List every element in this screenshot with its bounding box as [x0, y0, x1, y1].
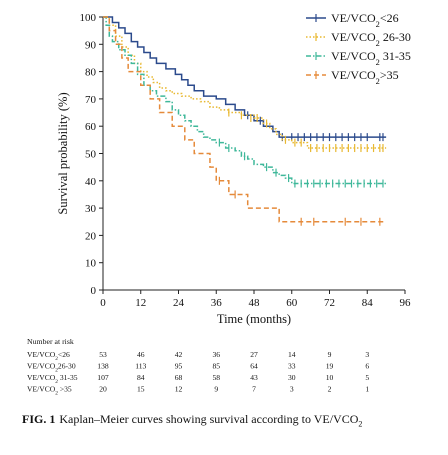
- risk-count: 43: [250, 373, 258, 382]
- risk-count: 36: [212, 350, 220, 359]
- risk-count: 9: [328, 350, 332, 359]
- risk-count: 42: [175, 350, 183, 359]
- y-tick-label: 80: [85, 67, 97, 79]
- y-tick-label: 100: [80, 12, 97, 24]
- survival-curve-4: [103, 16, 387, 223]
- risk-count: 33: [288, 362, 296, 371]
- risk-row-label: VE/VCO2 31-35: [27, 373, 78, 385]
- series-layer: [103, 16, 387, 226]
- x-tick-label: 12: [135, 297, 146, 309]
- legend-entry-2: VE/VCO2 26-30: [331, 30, 411, 48]
- risk-row-label: VE/VCO226-30: [27, 362, 76, 374]
- legend-entry-4: VE/VCO2>35: [331, 68, 399, 86]
- risk-count: 84: [137, 373, 145, 382]
- y-tick-label: 90: [85, 39, 97, 51]
- risk-count: 30: [288, 373, 296, 382]
- y-tick-label: 60: [85, 121, 97, 133]
- x-tick-label: 0: [100, 297, 106, 309]
- x-tick-label: 96: [400, 297, 412, 309]
- risk-count: 2: [328, 385, 332, 394]
- risk-table-title: Number at risk: [27, 337, 74, 346]
- figure-caption: FIG. 1 Kaplan–Meier curves showing surviv…: [22, 412, 426, 431]
- risk-count: 138: [97, 362, 109, 371]
- survival-curve-3: [103, 16, 387, 185]
- risk-count: 5: [365, 373, 369, 382]
- risk-count: 95: [175, 362, 183, 371]
- caption-text: Kaplan–Meier curves showing survival acc…: [59, 412, 359, 426]
- y-tick-label: 10: [85, 258, 97, 270]
- risk-count: 9: [214, 385, 218, 394]
- y-tick-label: 50: [85, 149, 97, 161]
- y-tick-label: 40: [85, 176, 97, 188]
- x-axis-title: Time (months): [217, 312, 291, 326]
- y-tick-label: 70: [85, 94, 97, 106]
- risk-count: 1: [365, 385, 369, 394]
- x-tick-label: 24: [173, 297, 185, 309]
- caption-subscript: 2: [358, 419, 363, 429]
- y-axis-title: Survival probability (%): [56, 92, 70, 214]
- risk-count: 85: [212, 362, 220, 371]
- y-tick-label: 30: [85, 203, 97, 215]
- risk-count: 3: [365, 350, 369, 359]
- risk-count: 46: [137, 350, 145, 359]
- risk-row-label: VE/VCO2<26: [27, 350, 70, 362]
- risk-count: 53: [99, 350, 107, 359]
- risk-count: 68: [175, 373, 183, 382]
- y-tick-label: 20: [85, 230, 97, 242]
- legend-entry-3: VE/VCO2 31-35: [331, 49, 411, 67]
- x-tick-label: 84: [362, 297, 374, 309]
- axes-layer: 0 10 20 30 40 50 60 70 80 90 100 0 12 24 36 48 60 72 84 96 T…: [56, 12, 411, 326]
- risk-row-label: VE/VCO2 >35: [27, 385, 72, 397]
- risk-count: 6: [365, 362, 369, 371]
- risk-count: 113: [135, 362, 146, 371]
- x-tick-label: 36: [211, 297, 223, 309]
- risk-count: 15: [137, 385, 145, 394]
- x-tick-label: 48: [249, 297, 261, 309]
- risk-count: 20: [99, 385, 107, 394]
- risk-count: 3: [290, 385, 294, 394]
- legend-entry-1: VE/VCO2<26: [331, 11, 399, 29]
- x-tick-label: 60: [286, 297, 298, 309]
- risk-count: 10: [326, 373, 334, 382]
- caption-label: FIG. 1: [22, 412, 56, 426]
- risk-count: 19: [326, 362, 334, 371]
- risk-count: 64: [250, 362, 258, 371]
- risk-count: 107: [97, 373, 109, 382]
- risk-count: 27: [250, 350, 258, 359]
- risk-count: 12: [175, 385, 183, 394]
- y-tick-label: 0: [91, 285, 97, 297]
- risk-count: 14: [288, 350, 296, 359]
- x-tick-label: 72: [324, 297, 335, 309]
- risk-count: 7: [252, 385, 256, 394]
- risk-count: 58: [212, 373, 220, 382]
